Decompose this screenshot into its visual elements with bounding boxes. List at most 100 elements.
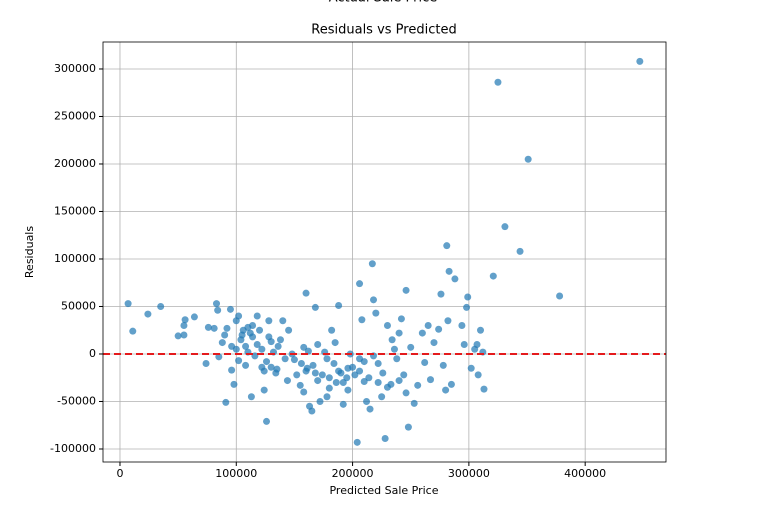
point [339,378,347,386]
point [210,324,218,332]
point [494,78,502,86]
point [467,364,475,372]
point [311,303,319,311]
point [366,405,374,413]
point [230,380,238,388]
point [524,155,532,163]
point [489,272,497,280]
point [360,378,368,386]
point [445,267,453,275]
point [325,374,333,382]
point [228,366,236,374]
y-tick-label: 250000 [54,109,96,122]
point [430,339,438,347]
point [390,345,398,353]
point [263,417,271,425]
point [331,339,339,347]
point [372,309,380,317]
point [381,435,389,443]
point [474,371,482,379]
point [249,321,257,329]
x-tick-label: 100000 [215,467,257,480]
point [344,386,352,394]
top-text: Actual Sale Price [329,0,438,6]
point [157,302,165,310]
point [235,312,243,320]
point [300,343,308,351]
point [388,336,396,344]
point [302,289,310,297]
point [297,359,305,367]
point [473,340,481,348]
point [444,317,452,325]
point [365,374,373,382]
point [309,361,317,369]
point [443,242,451,250]
point [221,331,229,339]
x-tick-label: 0 [116,467,123,480]
point [421,359,429,367]
point [418,329,426,337]
point [274,342,282,350]
point [402,286,410,294]
point [353,438,361,446]
point [218,339,226,347]
point [360,358,368,366]
point [180,321,188,329]
point [395,329,403,337]
point [290,356,298,364]
y-tick-label: 100000 [54,252,96,265]
point [124,300,132,308]
point [437,290,445,298]
point [464,293,472,301]
point [451,275,459,283]
point [458,321,466,329]
point [285,326,293,334]
chart-title: Residuals vs Predicted [311,23,456,38]
point [335,302,343,310]
point [263,358,271,366]
point [215,353,223,361]
point [202,359,210,367]
point [556,292,564,300]
point [351,371,359,379]
point [267,363,275,371]
point [228,342,236,350]
point [316,397,324,405]
point [314,340,322,348]
point [463,303,471,311]
point [426,376,434,384]
point [237,336,245,344]
point [442,386,450,394]
point [383,383,391,391]
point [253,312,261,320]
point [181,316,189,324]
point [344,364,352,372]
point [447,380,455,388]
point [223,324,231,332]
point [356,367,364,375]
point [226,305,234,313]
point [265,317,273,325]
point [330,359,338,367]
point [258,345,266,353]
point [400,371,408,379]
y-tick-label: 50000 [61,299,96,312]
y-tick-label: 300000 [54,62,96,75]
point [378,393,386,401]
point [174,332,182,340]
point [129,327,137,335]
point [393,355,401,363]
point [477,326,485,334]
point [281,355,289,363]
point [256,326,264,334]
y-tick-label: 200000 [54,157,96,170]
point [368,260,376,268]
point [435,325,443,333]
x-axis-label: Predicted Sale Price [329,484,438,497]
point [460,340,468,348]
point [265,333,273,341]
y-tick-label: 150000 [54,204,96,217]
point [383,321,391,329]
point [501,223,509,231]
